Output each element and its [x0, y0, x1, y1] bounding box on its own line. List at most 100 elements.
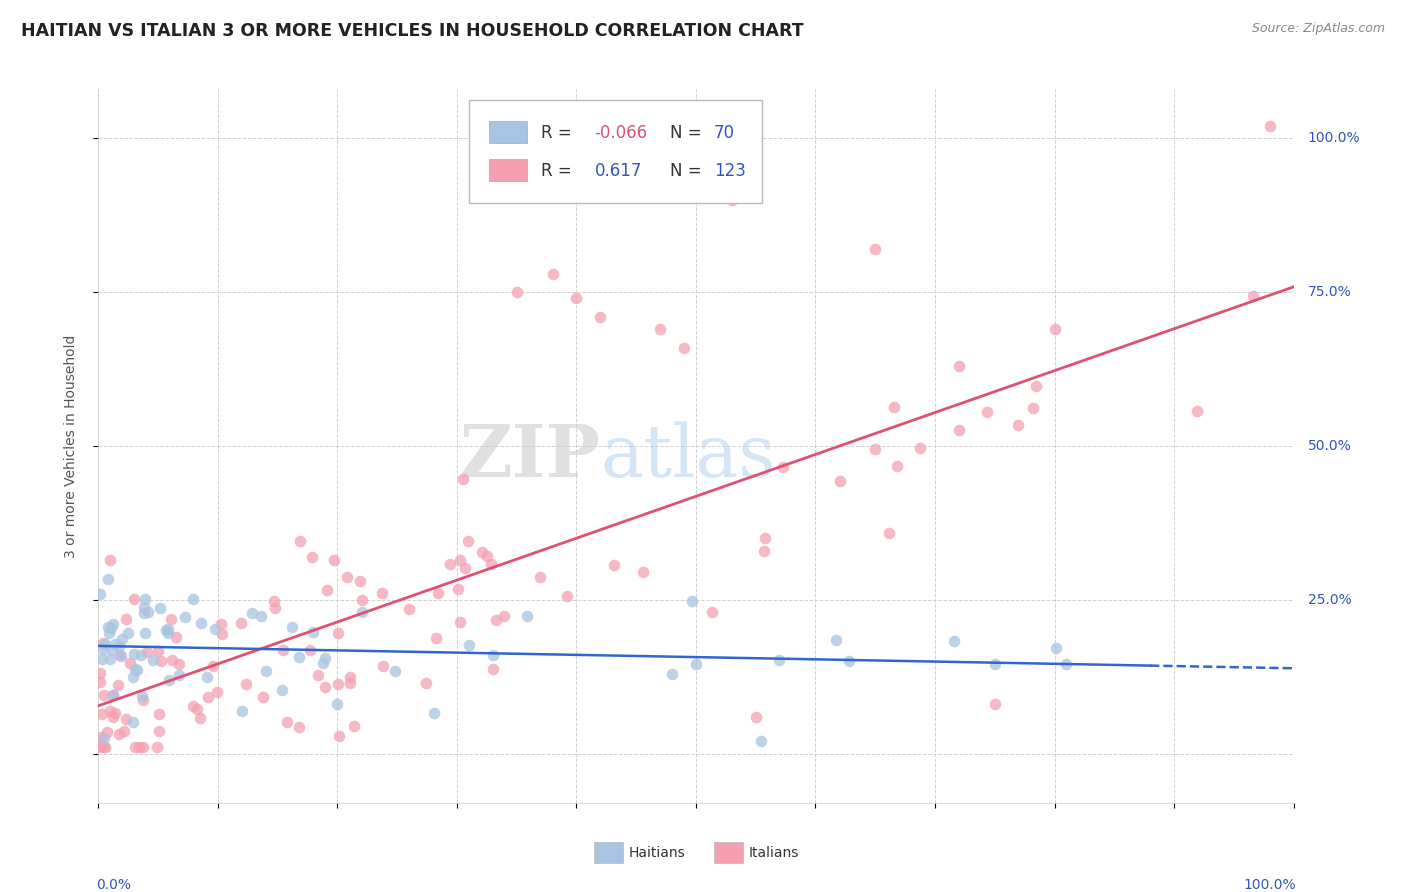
Point	[447, 582, 470, 596]
Point	[457, 533, 479, 548]
Point	[132, 599, 155, 614]
Point	[91, 636, 114, 650]
Text: 100.0%: 100.0%	[1308, 131, 1361, 145]
Point	[479, 557, 502, 571]
Point	[122, 591, 145, 606]
Point	[90, 731, 112, 745]
Point	[108, 648, 131, 663]
FancyBboxPatch shape	[470, 100, 762, 203]
Point	[100, 652, 122, 666]
Text: Italians: Italians	[748, 846, 799, 860]
Text: 25.0%: 25.0%	[1308, 593, 1351, 607]
Point	[481, 648, 505, 662]
Point	[204, 623, 226, 637]
Point	[91, 641, 114, 656]
Point	[146, 740, 169, 755]
Point	[371, 659, 394, 673]
Point	[326, 698, 349, 712]
Point	[157, 626, 180, 640]
Point	[231, 704, 253, 718]
Point	[96, 724, 118, 739]
Text: 70: 70	[714, 125, 735, 143]
Point	[271, 682, 294, 697]
Point	[439, 557, 461, 571]
Point	[89, 740, 111, 755]
Point	[883, 400, 905, 414]
Point	[132, 607, 155, 621]
Point	[110, 648, 132, 663]
Point	[454, 561, 477, 575]
Point	[350, 592, 373, 607]
Point	[157, 673, 180, 687]
Point	[281, 620, 304, 634]
Point	[828, 475, 851, 489]
Point	[134, 626, 156, 640]
Point	[129, 648, 152, 662]
Point	[865, 242, 887, 256]
Point	[250, 608, 273, 623]
Point	[91, 707, 114, 722]
Point	[263, 594, 285, 608]
Point	[122, 670, 145, 684]
Point	[132, 692, 155, 706]
Text: ZIP: ZIP	[460, 421, 600, 492]
Point	[104, 637, 127, 651]
Point	[301, 549, 323, 564]
Point	[181, 592, 204, 607]
Point	[107, 677, 129, 691]
Point	[205, 685, 228, 699]
Point	[124, 662, 146, 676]
Text: Haitians: Haitians	[628, 846, 686, 860]
Point	[160, 613, 183, 627]
Point	[100, 552, 122, 566]
Point	[1007, 417, 1029, 432]
FancyBboxPatch shape	[489, 159, 527, 180]
Point	[162, 653, 184, 667]
Point	[197, 690, 219, 704]
Point	[97, 573, 120, 587]
Point	[112, 723, 135, 738]
Point	[132, 740, 155, 755]
Point	[451, 472, 474, 486]
Point	[195, 670, 218, 684]
Point	[984, 657, 1007, 672]
Point	[89, 587, 111, 601]
Point	[93, 688, 115, 702]
Point	[307, 668, 329, 682]
Point	[148, 707, 170, 722]
Text: atlas: atlas	[600, 421, 776, 492]
Point	[471, 545, 494, 559]
Point	[157, 622, 180, 636]
Point	[174, 609, 197, 624]
Point	[863, 442, 886, 456]
Point	[384, 665, 406, 679]
Point	[910, 441, 932, 455]
Point	[485, 613, 508, 627]
Point	[211, 617, 233, 632]
Point	[492, 609, 515, 624]
Point	[288, 649, 311, 664]
Point	[125, 663, 148, 677]
Point	[349, 574, 371, 588]
Point	[326, 677, 349, 691]
Point	[91, 652, 114, 666]
Point	[1185, 404, 1208, 418]
Point	[276, 714, 298, 729]
Point	[315, 582, 337, 597]
Point	[100, 621, 122, 635]
Point	[122, 647, 145, 661]
Point	[752, 544, 775, 558]
Point	[529, 569, 551, 583]
Point	[681, 594, 703, 608]
Point	[312, 656, 335, 670]
Point	[685, 657, 707, 672]
Point	[1045, 641, 1067, 656]
Point	[506, 285, 529, 300]
Point	[101, 688, 124, 702]
Point	[984, 698, 1007, 712]
Text: 0.617: 0.617	[595, 162, 641, 180]
Point	[186, 702, 208, 716]
Text: HAITIAN VS ITALIAN 3 OR MORE VEHICLES IN HOUSEHOLD CORRELATION CHART: HAITIAN VS ITALIAN 3 OR MORE VEHICLES IN…	[21, 22, 804, 40]
Point	[142, 653, 165, 667]
Point	[565, 291, 588, 305]
